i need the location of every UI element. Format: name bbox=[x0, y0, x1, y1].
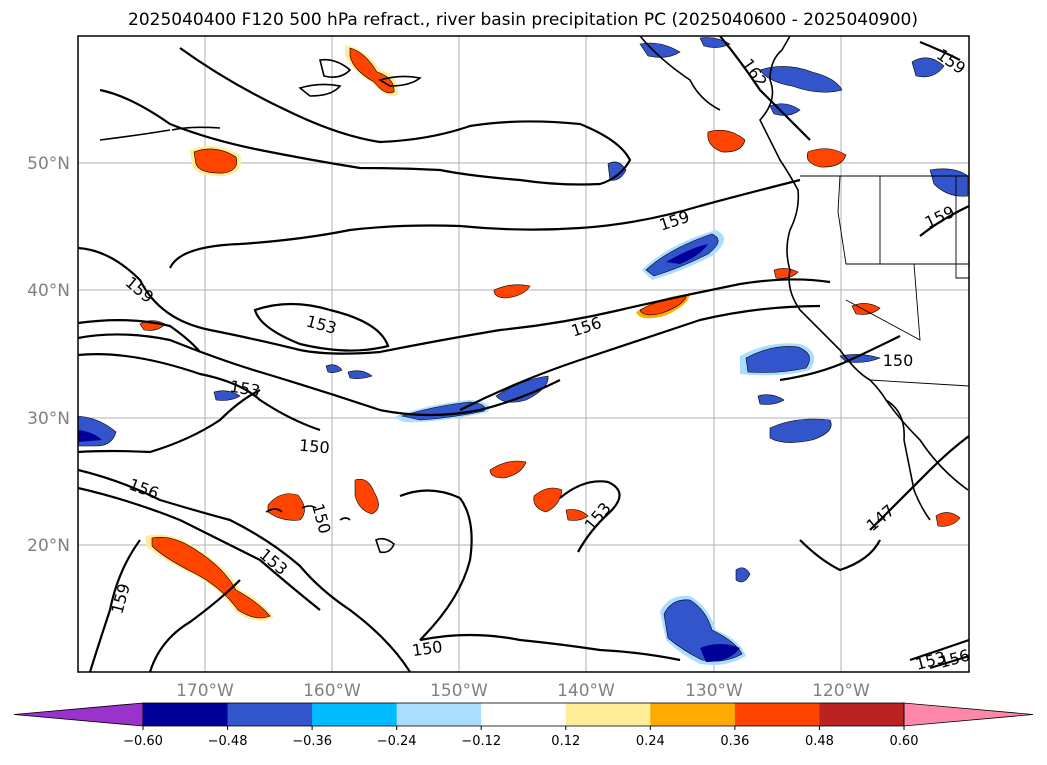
negative-anomaly-blob bbox=[769, 418, 832, 443]
latitude-label: 30°N bbox=[27, 409, 70, 429]
colorbar-tick-label: −0.48 bbox=[208, 734, 248, 749]
political-borders bbox=[800, 175, 969, 387]
colorbar-tick-label: 0.48 bbox=[805, 734, 834, 749]
longitude-label: 170°W bbox=[176, 681, 234, 701]
colorbar-extend-min bbox=[13, 702, 144, 727]
colorbar-tick-label: −0.12 bbox=[461, 734, 501, 749]
colorbar-extend-max bbox=[903, 702, 1034, 727]
contour-label: 150 bbox=[883, 351, 914, 370]
colorbar-segment bbox=[143, 703, 229, 726]
negative-anomaly-blob bbox=[757, 394, 785, 405]
colorbar-tick-label: 0.36 bbox=[720, 734, 749, 749]
positive-anomaly-blob bbox=[354, 478, 379, 515]
negative-anomaly-blob bbox=[699, 37, 731, 48]
longitude-label: 120°W bbox=[812, 681, 870, 701]
longitude-label: 130°W bbox=[685, 681, 743, 701]
positive-anomaly-blob bbox=[806, 148, 847, 168]
longitude-label: 160°W bbox=[303, 681, 361, 701]
positive-anomaly-blob bbox=[773, 268, 799, 279]
positive-anomaly-blob bbox=[489, 460, 527, 479]
positive-anomaly-blob bbox=[935, 512, 961, 527]
positive-anomaly-blob bbox=[565, 509, 589, 521]
negative-anomaly-blob bbox=[735, 567, 751, 583]
negative-anomaly-blob bbox=[347, 370, 373, 379]
negative-anomaly-blob bbox=[666, 244, 708, 264]
colorbar-tick-label: −0.24 bbox=[377, 734, 417, 749]
colorbar-outline bbox=[142, 702, 905, 727]
map-frame bbox=[77, 35, 970, 673]
negative-anomaly-blob bbox=[213, 390, 241, 401]
colorbar-tick-label: 0.12 bbox=[551, 734, 580, 749]
colorbar-segment bbox=[227, 703, 313, 726]
contour-label: 150 bbox=[411, 637, 444, 660]
positive-anomaly-blob bbox=[193, 148, 238, 174]
positive-anomaly-blob bbox=[851, 303, 881, 315]
negative-anomaly-blob bbox=[607, 161, 627, 181]
figure-title: 2025040400 F120 500 hPa refract., river … bbox=[128, 10, 918, 30]
positive-anomaly-blob bbox=[151, 536, 271, 619]
colorbar-tick-label: −0.60 bbox=[123, 734, 163, 749]
colorbar-segment bbox=[312, 703, 398, 726]
negative-anomaly-blob bbox=[911, 57, 945, 78]
latitude-axis: 50°N 40°N 30°N 20°N bbox=[27, 154, 70, 556]
longitude-axis: 170°W 160°W 150°W 140°W 130°W 120°W bbox=[176, 681, 870, 701]
colorbar-segment bbox=[481, 703, 567, 726]
coastlines bbox=[99, 36, 969, 554]
colorbar-segment bbox=[565, 703, 651, 726]
latitude-label: 20°N bbox=[27, 536, 70, 556]
precipitation-shading bbox=[78, 37, 969, 665]
latitude-label: 40°N bbox=[27, 281, 70, 301]
colorbar-tick-label: 0.24 bbox=[636, 734, 665, 749]
colorbar-segment bbox=[734, 703, 820, 726]
longitude-label: 150°W bbox=[430, 681, 488, 701]
refractivity-contours bbox=[78, 36, 969, 672]
longitude-label: 140°W bbox=[557, 681, 615, 701]
colorbar-segment bbox=[650, 703, 736, 726]
positive-anomaly-blob bbox=[493, 284, 531, 299]
colorbar: −0.60 −0.48 −0.36 −0.24 −0.12 0.12 0.24 0.36 0.4… bbox=[13, 702, 1034, 749]
colorbar-segment bbox=[819, 703, 905, 726]
negative-anomaly-blob bbox=[759, 66, 843, 93]
colorbar-tick-label: −0.36 bbox=[292, 734, 332, 749]
positive-anomaly-blob bbox=[707, 129, 746, 153]
positive-anomaly-blob bbox=[267, 493, 305, 521]
positive-anomaly-blob bbox=[533, 487, 563, 513]
contour-label: 150 bbox=[298, 436, 330, 458]
negative-anomaly-blob bbox=[745, 346, 810, 373]
latitude-label: 50°N bbox=[27, 154, 70, 174]
negative-anomaly-blob bbox=[700, 644, 740, 662]
colorbar-segment bbox=[396, 703, 482, 726]
negative-anomaly-blob bbox=[325, 364, 343, 373]
colorbar-tick-label: 0.60 bbox=[890, 734, 919, 749]
negative-anomaly-blob bbox=[78, 430, 102, 442]
